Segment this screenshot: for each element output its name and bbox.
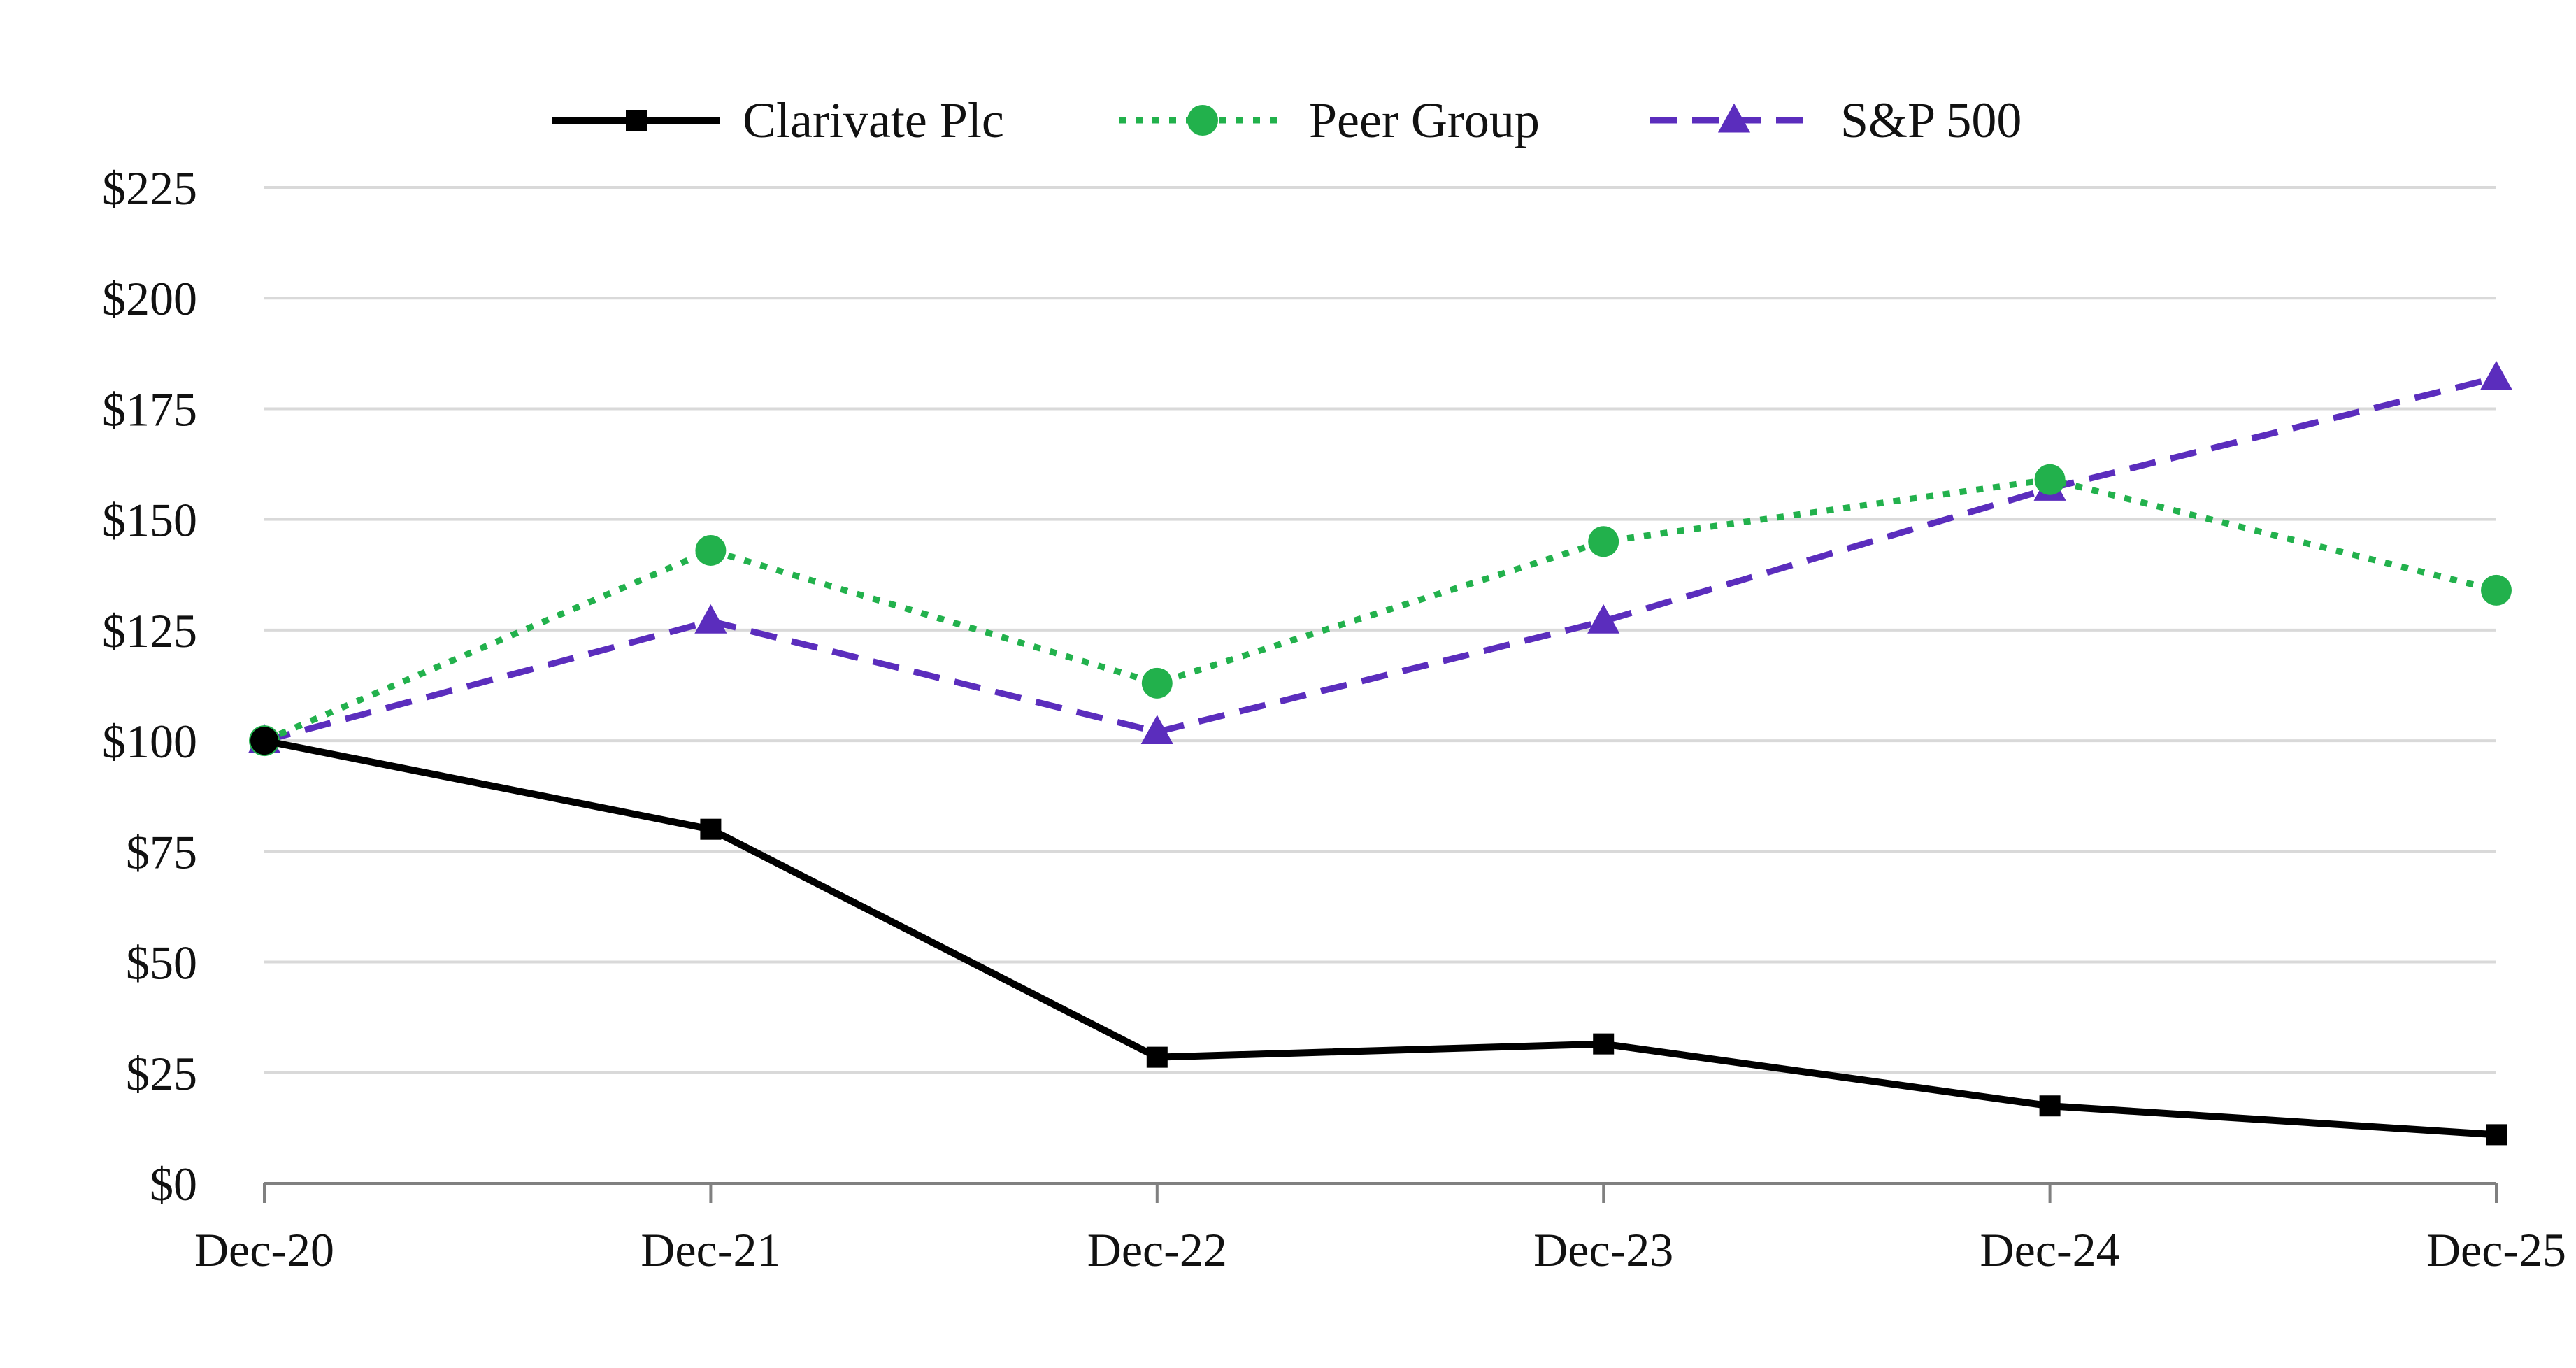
data-point <box>1141 667 1173 699</box>
data-point <box>1593 1033 1615 1055</box>
y-axis-tick-labels: $0 $25 $50 $75 $100 $125 $150 $175 $200 $225 <box>102 162 197 1211</box>
y-tick-label: $125 <box>102 604 197 657</box>
data-point <box>2034 464 2066 495</box>
x-tick-label: Dec-20 <box>194 1223 334 1276</box>
data-point <box>1146 1046 1168 1068</box>
data-point <box>2481 574 2512 606</box>
y-tick-label: $100 <box>102 715 197 768</box>
legend-marker <box>1187 105 1218 136</box>
y-tick-label: $0 <box>150 1157 197 1211</box>
x-axis-tick-labels: Dec-20 Dec-21 Dec-22 Dec-23 Dec-24 Dec-25 <box>194 1223 2566 1276</box>
legend-label: Clarivate Plc <box>743 92 1004 148</box>
x-tick-label: Dec-22 <box>1087 1223 1227 1276</box>
x-tick-label: Dec-21 <box>641 1223 780 1276</box>
legend-marker <box>1717 103 1751 133</box>
y-tick-label: $25 <box>126 1047 197 1100</box>
y-tick-label: $175 <box>102 383 197 436</box>
legend-label: Peer Group <box>1309 92 1540 148</box>
series-lines <box>248 360 2513 1146</box>
data-point <box>700 818 722 840</box>
legend: Clarivate Plc Peer Group S&P 500 <box>552 92 2022 148</box>
y-tick-label: $225 <box>102 162 197 215</box>
series-s-p-500 <box>248 360 2513 753</box>
y-tick-label: $75 <box>126 825 197 878</box>
x-tick-label: Dec-24 <box>1980 1223 2120 1276</box>
data-point <box>1588 526 1619 557</box>
legend-label: S&P 500 <box>1840 92 2022 148</box>
gridlines <box>264 186 2496 1074</box>
data-point <box>2486 1124 2507 1146</box>
data-point <box>250 727 278 755</box>
data-point <box>2039 1095 2061 1117</box>
series-line <box>263 476 2498 744</box>
data-point <box>694 604 727 634</box>
legend-item: S&P 500 <box>1650 92 2022 148</box>
x-axis <box>263 1182 2498 1203</box>
legend-marker <box>626 110 647 131</box>
data-point <box>2480 360 2513 390</box>
series-peer-group <box>249 464 2512 757</box>
y-tick-label: $50 <box>126 936 197 990</box>
x-tick-label: Dec-25 <box>2426 1223 2566 1276</box>
legend-item: Clarivate Plc <box>552 92 1004 148</box>
data-point <box>695 534 727 566</box>
y-tick-label: $150 <box>102 494 197 547</box>
series-line <box>263 374 2498 744</box>
legend-item: Peer Group <box>1119 92 1540 148</box>
x-tick-label: Dec-23 <box>1533 1223 1673 1276</box>
series-line <box>264 737 2497 1139</box>
data-point <box>1140 715 1173 745</box>
data-point <box>1587 604 1620 634</box>
y-tick-label: $200 <box>102 272 197 325</box>
series-clarivate-plc <box>250 727 2507 1146</box>
